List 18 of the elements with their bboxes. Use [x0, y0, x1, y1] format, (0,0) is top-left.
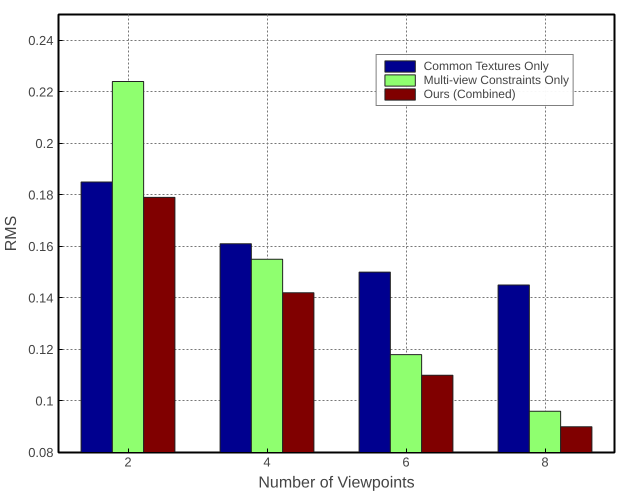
y-tick-label: 0.22	[28, 84, 54, 100]
y-tick-label: 0.16	[28, 238, 54, 254]
y-tick-label: 0.18	[28, 187, 54, 202]
x-tick-label: 8	[541, 454, 549, 470]
y-tick-label: 0.1	[35, 393, 54, 408]
legend-label: Multi-view Constraints Only	[424, 73, 569, 87]
legend-label: Ours (Combined)	[424, 87, 516, 101]
legend-label: Common Textures Only	[424, 59, 549, 73]
x-tick-label: 4	[263, 454, 271, 470]
y-tick-label: 0.24	[28, 32, 54, 48]
y-tick-label: 0.08	[28, 445, 54, 460]
x-tick-label: 2	[124, 454, 132, 470]
x-tick-label: 6	[402, 454, 410, 470]
y-tick-label: 0.2	[35, 136, 54, 151]
x-axis-title: Number of Viewpoints	[258, 474, 415, 492]
y-axis-title: RMS	[3, 216, 20, 252]
y-tick-label: 0.14	[28, 290, 54, 306]
y-tick-label: 0.12	[28, 342, 54, 357]
